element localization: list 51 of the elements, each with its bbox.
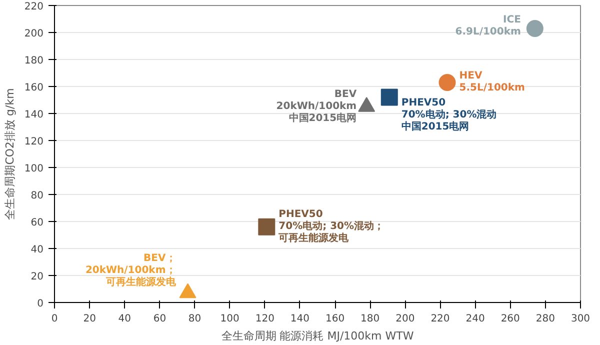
- y-tick-label: 80: [30, 190, 44, 202]
- x-tick-label: 140: [290, 314, 310, 324]
- y-tick-label: 140: [24, 110, 44, 120]
- x-tick-label: 280: [536, 314, 555, 324]
- annotation: 70%电动; 30%混动；: [278, 220, 384, 232]
- point: [438, 74, 456, 91]
- x-tick-label: 100: [220, 314, 240, 324]
- y-tick-label: 220: [24, 2, 44, 12]
- x-axis-title: 全生命周期 能源消耗 MJ/100km WTW: [221, 330, 414, 342]
- annotation: 20kWh/100km: [276, 100, 357, 112]
- x-tick-label: 300: [570, 314, 590, 324]
- x-tick-label: 120: [255, 314, 274, 324]
- series-label: PHEV50: [278, 208, 323, 220]
- x-tick-label: 60: [153, 314, 166, 324]
- y-tick-label: 160: [24, 82, 44, 94]
- y-tick-label: 0: [37, 298, 44, 310]
- y-tick-label: 100: [24, 164, 44, 174]
- point: [179, 283, 196, 298]
- annotation: 中国2015电网: [401, 120, 470, 132]
- series-label: ICE: [503, 14, 522, 26]
- x-tick-label: 180: [360, 314, 380, 324]
- x-tick-label: 80: [188, 314, 202, 324]
- point: [258, 218, 276, 236]
- x-tick-label: 200: [396, 314, 415, 324]
- y-tick-label: 200: [24, 28, 44, 40]
- series-label: BEV: [334, 88, 357, 100]
- x-tick-label: 160: [325, 314, 345, 324]
- y-tick-label: 180: [24, 56, 44, 66]
- annotation: 可再生能源发电: [104, 276, 177, 288]
- y-axis-title: 全生命周期CO2排放 g/km: [3, 88, 16, 220]
- x-tick-label: 260: [500, 314, 520, 324]
- annotation: 6.9L/100km: [455, 26, 521, 38]
- text: BEV；: [144, 253, 176, 264]
- annotation: 可再生能源发电: [278, 232, 350, 244]
- series-label: HEV: [459, 70, 482, 82]
- annotation: 70%电动; 30%混动: [401, 108, 497, 120]
- x-tick-label: 220: [430, 314, 450, 324]
- point: [526, 20, 544, 37]
- y-tick-label: 20: [30, 272, 44, 282]
- annotation: 20kWh/100km；: [85, 265, 176, 276]
- x-tick-label: 240: [466, 314, 485, 324]
- y-tick-label: 60: [30, 218, 44, 228]
- point: [380, 88, 398, 106]
- annotation: 中国2015电网: [288, 112, 357, 124]
- annotation: 5.5L/100km: [459, 82, 525, 94]
- series-label: PHEV50: [401, 97, 446, 108]
- y-tick-label: 40: [30, 244, 44, 256]
- x-tick-label: 0: [51, 314, 58, 324]
- x-tick-label: 20: [83, 314, 96, 324]
- y-tick-label: 120: [24, 136, 44, 148]
- x-tick-label: 40: [118, 314, 132, 324]
